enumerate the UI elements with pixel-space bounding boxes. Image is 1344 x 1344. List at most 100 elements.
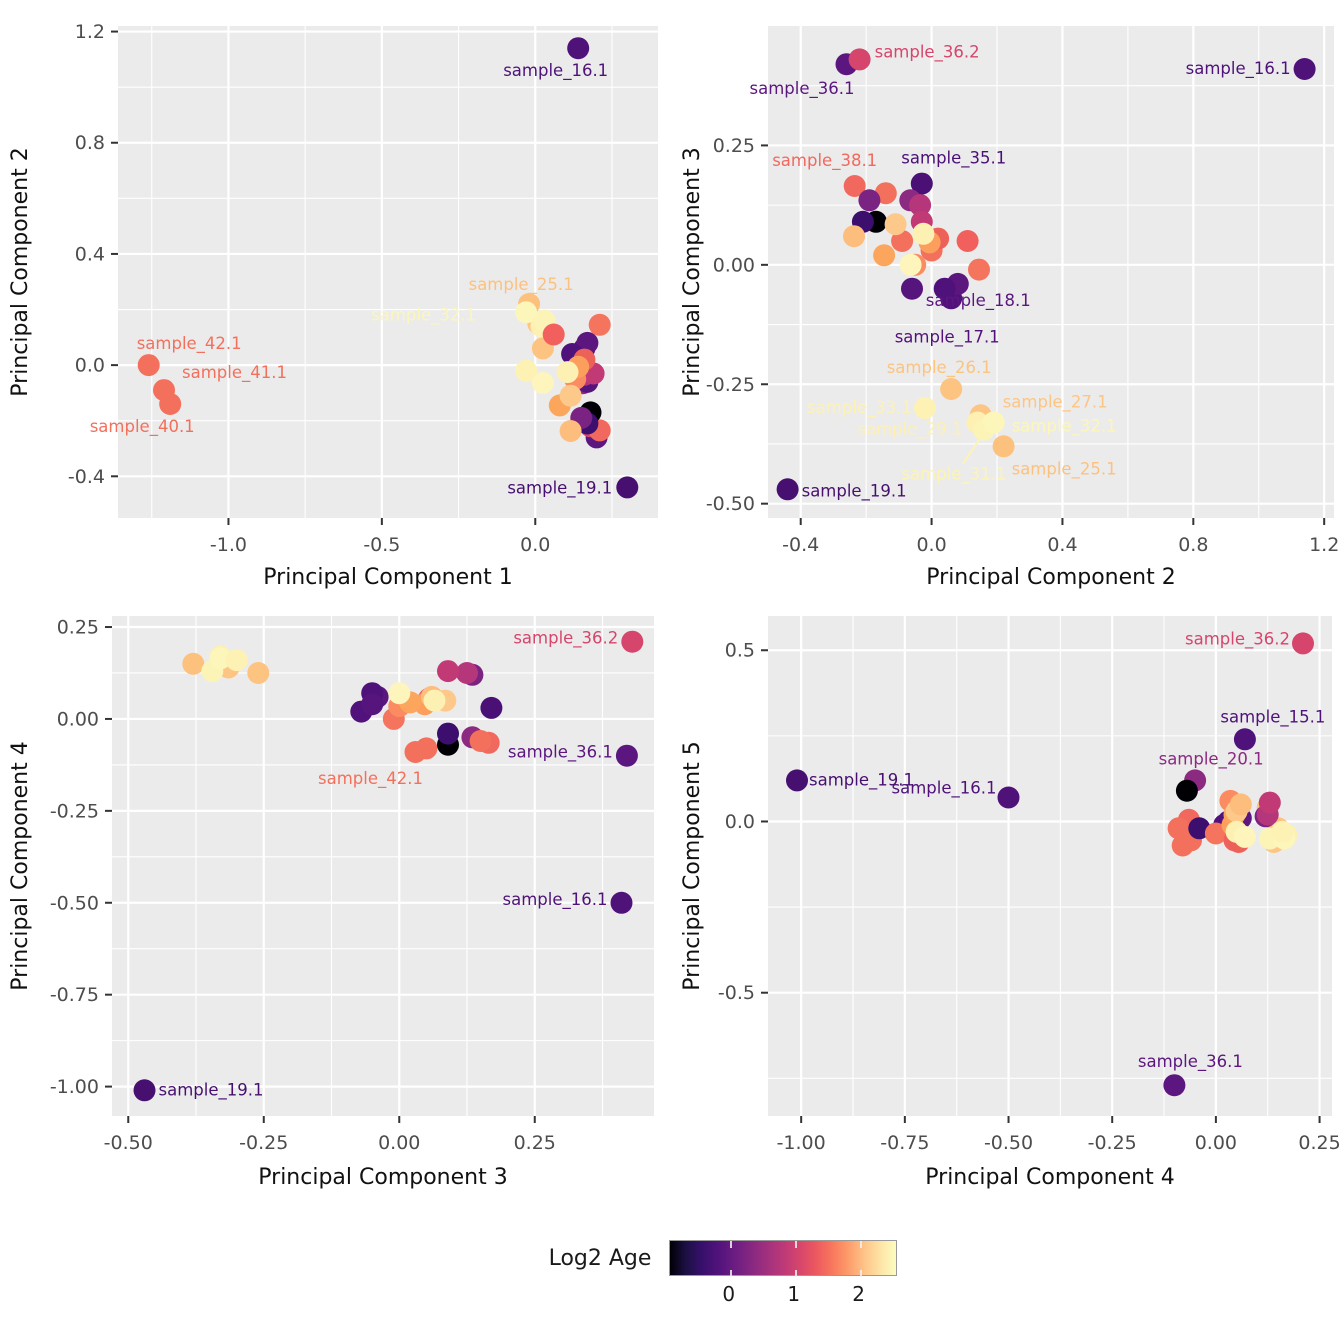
data-point [848, 48, 871, 71]
x-tick-label: 0.4 [1047, 534, 1077, 556]
data-point [423, 689, 446, 712]
y-tick-label: 0.00 [713, 254, 755, 276]
point-label: sample_25.1 [469, 275, 574, 295]
data-point [567, 37, 590, 60]
data-point [209, 647, 232, 670]
data-point [456, 662, 478, 684]
colorbar-tick-mark [859, 1270, 862, 1277]
y-axis-title: Principal Component 5 [680, 741, 705, 990]
data-point [997, 786, 1020, 809]
top-row: sample_16.1 sample_25.1 sample_32.1 sample_… [0, 0, 1344, 600]
legend-title: Log2 Age [548, 1246, 652, 1271]
x-tick-label: 0.00 [1195, 1132, 1237, 1154]
data-point [843, 175, 866, 197]
point-label: sample_42.1 [318, 769, 423, 789]
colorbar-tick-label: 2 [852, 1282, 865, 1306]
data-point [588, 313, 611, 336]
data-point [786, 769, 808, 792]
data-point [858, 189, 881, 212]
data-point [225, 649, 248, 672]
data-point [910, 172, 933, 195]
x-tick-label: 0.25 [1298, 1132, 1340, 1154]
point-label: sample_42.1 [137, 334, 242, 354]
y-tick-label: 1.2 [75, 21, 105, 43]
x-tick-label: -0.50 [104, 1132, 153, 1154]
point-label: sample_36.1 [1138, 1052, 1243, 1072]
data-point [933, 277, 956, 300]
data-point [133, 1079, 156, 1102]
x-tick-label: -1.00 [777, 1132, 826, 1154]
point-label: sample_36.2 [513, 629, 618, 649]
point-label: sample_32.1 [371, 305, 476, 325]
colorbar-tick-mark [859, 1241, 862, 1248]
point-label: sample_38.1 [772, 151, 877, 171]
point-label: sample_16.1 [503, 890, 608, 910]
colorbar-tick-label: 1 [787, 1282, 801, 1306]
x-axis-title: Principal Component 3 [258, 1165, 507, 1190]
data-point [1233, 825, 1256, 848]
point-label: sample_29.1 [857, 420, 962, 440]
data-point [776, 478, 799, 501]
colorbar-tick-label: 0 [722, 1282, 736, 1306]
point-label: sample_19.1 [802, 481, 907, 501]
panel-pc1-vs-pc2: sample_16.1 sample_25.1 sample_32.1 sample_… [0, 0, 672, 600]
panel-pc4-vs-pc5-svg: sample_36.2 sample_15.1 sample_20.1 sample_… [680, 616, 1341, 1190]
point-label: sample_19.1 [809, 770, 914, 790]
y-tick-label: -0.50 [706, 493, 755, 515]
data-point [615, 744, 638, 767]
data-point [515, 359, 538, 382]
data-point [153, 379, 175, 402]
x-tick-label: -0.25 [1088, 1132, 1137, 1154]
data-point [1293, 58, 1316, 80]
data-point [437, 722, 459, 745]
y-tick-label: 0.25 [713, 135, 755, 157]
y-tick-label: 0.25 [57, 617, 99, 639]
data-point [874, 182, 897, 205]
data-point [542, 323, 565, 346]
data-point [1258, 791, 1281, 814]
point-label: sample_15.1 [1220, 707, 1325, 727]
x-tick-label: 0.25 [514, 1132, 556, 1154]
data-point [1233, 728, 1256, 751]
data-point [909, 194, 932, 217]
data-point [1229, 793, 1252, 816]
plot-background [768, 616, 1332, 1116]
colorbar-tick-mark [794, 1270, 797, 1277]
panel-pc1-vs-pc2-svg: sample_16.1 sample_25.1 sample_32.1 sample_… [8, 21, 658, 590]
label-leader-line [962, 438, 981, 465]
x-tick-label: -0.75 [880, 1132, 929, 1154]
data-point [899, 253, 922, 276]
x-tick-label: -1.0 [210, 534, 247, 556]
data-point [437, 660, 459, 683]
y-tick-label: 0.0 [725, 811, 755, 833]
x-axis-title: Principal Component 2 [926, 565, 1175, 590]
data-point [137, 354, 160, 377]
colorbar-wrap: 0 1 2 [669, 1240, 898, 1306]
plot-background [118, 26, 658, 518]
y-tick-label: 0.00 [57, 708, 99, 730]
colorbar-legend-inner: Log2 Age 0 1 2 [548, 1240, 898, 1306]
data-point [559, 420, 582, 442]
data-point [982, 411, 1005, 434]
point-label: sample_31.1 [901, 465, 1006, 485]
y-tick-label: 0.4 [75, 243, 105, 265]
data-point [469, 730, 492, 752]
colorbar-tick-mark [729, 1270, 732, 1277]
data-point [901, 277, 923, 300]
point-label: sample_26.1 [887, 358, 992, 378]
point-label: sample_16.1 [1186, 59, 1291, 79]
data-point [1204, 822, 1227, 845]
data-point [610, 891, 633, 914]
data-point [1175, 779, 1198, 802]
point-label: sample_19.1 [507, 478, 612, 498]
y-tick-label: -0.50 [50, 892, 99, 914]
x-tick-label: 0.0 [916, 534, 946, 556]
point-label: sample_41.1 [182, 363, 287, 383]
panel-pc2-vs-pc3-svg: sample_36.2 sample_36.1 sample_16.1 sample_… [680, 26, 1339, 590]
point-label: sample_16.1 [503, 61, 608, 81]
data-point [531, 371, 554, 394]
data-point [247, 662, 270, 684]
panel-pc3-vs-pc4-svg: sample_36.2 sample_36.1 sample_16.1 sample_… [8, 616, 654, 1190]
x-axis-title: Principal Component 4 [925, 1165, 1174, 1190]
